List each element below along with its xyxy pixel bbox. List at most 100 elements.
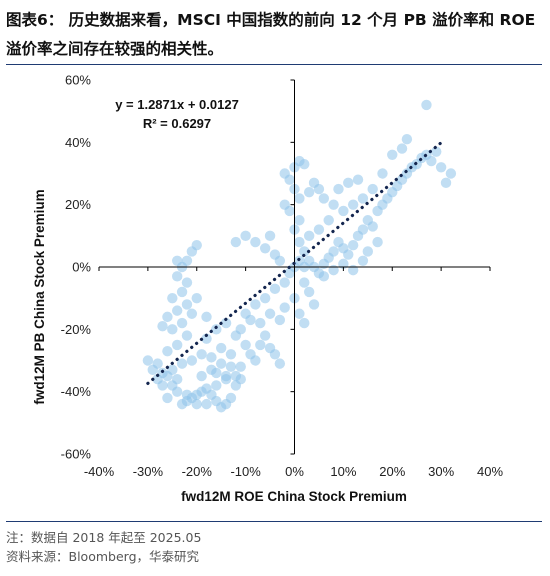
data-point xyxy=(308,177,320,189)
x-axis-title: fwd12M ROE China Stock Premium xyxy=(181,489,407,504)
data-point xyxy=(269,349,281,360)
data-point xyxy=(225,361,237,372)
data-point xyxy=(294,215,305,226)
y-tick-label: -40% xyxy=(61,384,92,399)
data-point xyxy=(220,317,232,329)
data-point xyxy=(181,299,193,310)
data-point xyxy=(196,349,207,360)
data-point xyxy=(255,339,266,351)
data-point xyxy=(299,158,310,170)
tick-labels-layer: -40% -30% -20% -10% 0% 10% 20% 30% 40% -60% -40% -2… xyxy=(61,73,504,480)
data-point xyxy=(299,246,310,257)
data-point xyxy=(215,342,227,354)
data-point xyxy=(191,398,202,410)
data-point xyxy=(328,264,339,276)
data-point xyxy=(303,187,315,198)
data-point xyxy=(186,308,198,319)
y-axis-title: fwd12M PB China Stock Premium xyxy=(32,189,47,404)
y-tick-label: 40% xyxy=(65,135,91,150)
data-point xyxy=(338,258,349,270)
data-point xyxy=(162,345,173,357)
data-point xyxy=(176,286,188,298)
data-point xyxy=(167,364,178,376)
data-point xyxy=(250,355,261,366)
data-point xyxy=(294,236,305,248)
data-point xyxy=(343,249,354,260)
data-point xyxy=(181,330,193,341)
data-point xyxy=(206,352,217,363)
data-point xyxy=(294,193,305,204)
points-layer xyxy=(142,99,457,413)
x-tick-label: -30% xyxy=(133,464,164,479)
data-point xyxy=(387,149,398,160)
data-point xyxy=(201,333,212,344)
source-note: 资料来源：Bloomberg，华泰研究 xyxy=(6,549,199,564)
title-divider xyxy=(6,64,542,65)
data-point xyxy=(235,324,246,335)
x-tick-label: 10% xyxy=(330,464,356,479)
footer-divider xyxy=(6,521,542,522)
x-tick-label: -40% xyxy=(84,464,115,479)
x-tick-label: -20% xyxy=(182,464,213,479)
data-point xyxy=(172,339,183,351)
y-tick-label: 20% xyxy=(65,197,91,212)
data-point xyxy=(172,386,183,397)
data-point xyxy=(259,330,271,341)
data-point xyxy=(435,162,447,173)
data-point xyxy=(328,246,339,257)
figure-title: 图表6： 历史数据来看，MSCI 中国指数的前向 12 个月 PB 溢价率和 R… xyxy=(6,11,536,58)
data-point xyxy=(318,193,330,204)
data-point xyxy=(152,358,163,369)
data-point xyxy=(357,193,369,204)
data-point xyxy=(347,199,359,210)
data-point xyxy=(181,277,193,288)
data-point xyxy=(396,143,408,154)
data-point xyxy=(167,324,178,335)
data-point xyxy=(259,292,271,304)
data-point xyxy=(318,271,330,282)
data-point xyxy=(162,311,173,323)
data-point xyxy=(279,302,290,313)
data-point xyxy=(328,199,339,210)
data-point xyxy=(181,255,193,266)
data-point xyxy=(230,370,242,382)
data-point xyxy=(299,277,310,288)
data-point xyxy=(347,239,359,251)
data-point xyxy=(245,314,256,326)
data-point xyxy=(367,221,378,232)
data-point xyxy=(191,239,202,251)
r-squared-label: R² = 0.6297 xyxy=(143,116,211,131)
data-point xyxy=(259,243,271,254)
data-point xyxy=(172,255,183,266)
data-point xyxy=(274,314,286,326)
data-point xyxy=(157,321,168,332)
data-point xyxy=(172,271,183,282)
data-point xyxy=(352,174,364,185)
data-point xyxy=(191,292,202,304)
data-point xyxy=(240,230,251,242)
data-point xyxy=(142,355,154,366)
data-point xyxy=(421,99,432,111)
data-point xyxy=(372,236,383,248)
trendline-equation: y = 1.2871x + 0.0127 xyxy=(115,97,239,112)
data-point xyxy=(240,339,251,351)
data-point xyxy=(211,324,222,335)
data-point xyxy=(186,355,198,366)
data-point xyxy=(201,398,212,410)
data-point xyxy=(357,224,369,235)
data-point xyxy=(225,349,237,360)
data-point xyxy=(250,299,261,310)
axes-layer xyxy=(98,79,491,455)
data-point xyxy=(294,308,305,319)
data-point xyxy=(333,183,344,195)
y-tick-label: -60% xyxy=(61,447,92,462)
data-point xyxy=(279,277,290,288)
data-point xyxy=(367,183,378,195)
data-point xyxy=(264,230,276,242)
trendline-layer xyxy=(146,141,443,385)
data-point xyxy=(196,370,207,382)
data-point xyxy=(323,215,334,226)
data-point xyxy=(172,305,183,316)
data-point xyxy=(230,236,242,248)
